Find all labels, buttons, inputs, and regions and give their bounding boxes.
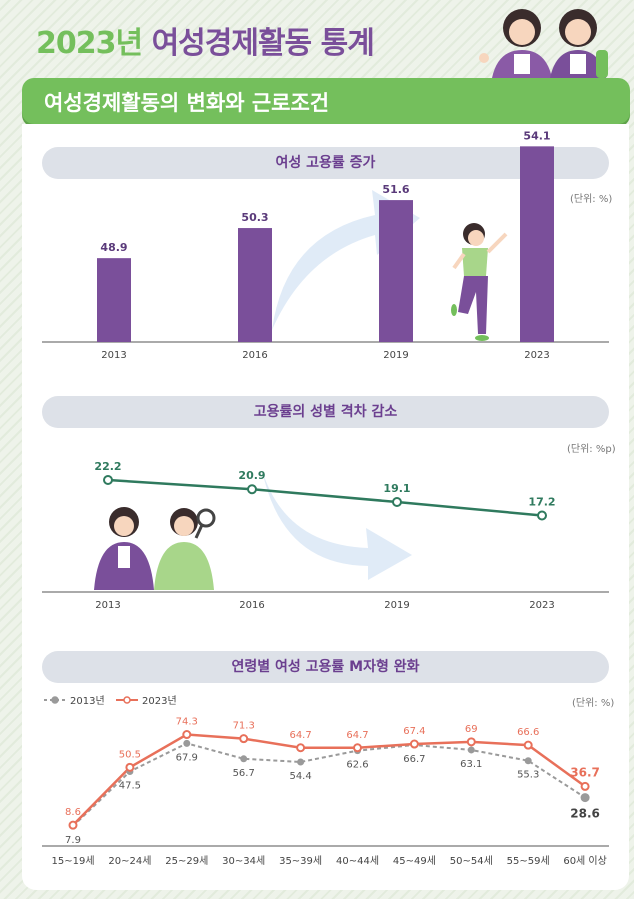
- chart2-unit: (단위: %p): [567, 444, 616, 455]
- gap-value-label: 17.2: [528, 496, 555, 509]
- chart2-title: 고용률의 성별 격차 감소: [42, 396, 609, 428]
- gap-value-label: 22.2: [94, 460, 121, 473]
- series-2023-point: [68, 820, 78, 830]
- series-2023-point: [296, 743, 306, 753]
- legend-label: 2013년: [70, 695, 105, 707]
- series-2013-point: [183, 739, 191, 747]
- bar-tick-label: 2016: [242, 350, 267, 361]
- series-2013-point: [580, 793, 590, 803]
- series-2023-value: 50.5: [119, 749, 141, 760]
- gap-point: [247, 484, 257, 495]
- falling-arrow-icon: [262, 470, 412, 580]
- chart3-unit: (단위: %): [572, 698, 615, 709]
- gap-tick-label: 2013: [95, 600, 120, 611]
- woman-pointing-illustration: [451, 223, 508, 341]
- series-2023-value: 71.3: [233, 721, 255, 732]
- series-2023-point: [523, 740, 533, 750]
- series-2023-point: [353, 743, 362, 753]
- series-2023-point: [125, 762, 135, 772]
- gap-value-label: 20.9: [238, 469, 265, 482]
- chart3-title: 연령별 여성 고용률 M자형 완화: [42, 651, 609, 683]
- bar-2016: [238, 228, 272, 342]
- title-year: 2023년: [36, 26, 143, 61]
- series-2023-value: 66.6: [517, 727, 539, 738]
- gap-value-label: 19.1: [383, 482, 410, 495]
- bar-2019: [379, 200, 413, 342]
- series-2013-point: [524, 757, 532, 765]
- bar-tick-label: 2013: [101, 350, 126, 361]
- series-2013-value: 47.5: [119, 780, 141, 791]
- age-line-chart: 2013년 2023년 15~19세 20~24세 25~29세 30~34세 35~39세…: [42, 695, 609, 867]
- gap-point: [103, 475, 113, 485]
- series-2023-point: [466, 737, 476, 747]
- gap-tick-label: 2016: [239, 600, 264, 611]
- age-tick-label: 40~44세: [336, 855, 379, 867]
- series-2023-value: 69: [465, 724, 478, 735]
- chart1-unit: (단위: %): [570, 194, 613, 205]
- series-2013-point: [297, 758, 305, 766]
- series-2013-value: 66.7: [403, 754, 425, 765]
- series-2013-value: 54.4: [289, 771, 311, 782]
- bar-value-label: 48.9: [100, 241, 127, 254]
- series-2013-point: [467, 746, 475, 754]
- age-tick-label: 45~49세: [393, 855, 436, 867]
- series-2023-value: 64.7: [346, 730, 368, 741]
- series-2013-value: 7.9: [65, 835, 81, 846]
- age-tick-label: 35~39세: [279, 855, 322, 867]
- series-2013-value: 28.6: [570, 807, 600, 821]
- gap-tick-label: 2019: [384, 600, 409, 611]
- chart1-title: 여성 고용률 증가: [42, 147, 609, 179]
- gap-series-line: [107, 478, 543, 517]
- legend-marker: [123, 696, 131, 704]
- series-2013-value: 63.1: [460, 759, 482, 770]
- age-tick-label: 20~24세: [108, 855, 151, 867]
- women-magnifier-illustration: [94, 507, 216, 590]
- series-2013-value: 62.6: [346, 760, 368, 771]
- legend-marker: [51, 696, 59, 704]
- gap-point: [392, 497, 402, 508]
- gap-line-chart: 22.2 2013 20.9 2016 19.1 2019 17.2 2023: [42, 460, 609, 611]
- series-2013-line: [72, 742, 586, 827]
- section-banner: 여성경제활동의 변화와 근로조건: [22, 78, 630, 124]
- series-2013-point: [240, 755, 248, 763]
- bar-tick-label: 2019: [383, 350, 408, 361]
- series-2023-value: 36.7: [570, 765, 600, 779]
- series-2023-point: [409, 739, 419, 749]
- bar-2023: [520, 146, 554, 342]
- series-2013-value: 56.7: [233, 768, 255, 779]
- age-tick-label: 60세 이상: [563, 855, 607, 867]
- bar-tick-label: 2023: [524, 350, 549, 361]
- bar-2013: [97, 258, 131, 342]
- age-tick-label: 50~54세: [450, 855, 493, 867]
- age-tick-label: 30~34세: [222, 855, 265, 867]
- series-2023-line: [72, 733, 586, 827]
- series-2023-value: 64.7: [289, 730, 311, 741]
- bar-value-label: 50.3: [241, 211, 268, 224]
- series-2013-value: 67.9: [176, 752, 198, 763]
- age-tick-label: 55~59세: [507, 855, 550, 867]
- series-2023-point: [182, 730, 192, 740]
- gap-point: [537, 510, 547, 521]
- bar-value-label: 54.1: [523, 129, 550, 142]
- gap-tick-label: 2023: [529, 600, 554, 611]
- legend-label: 2023년: [142, 695, 177, 707]
- series-2023-value: 67.4: [403, 726, 425, 737]
- age-tick-label: 25~29세: [165, 855, 208, 867]
- age-tick-label: 15~19세: [51, 855, 94, 867]
- banner-text: 여성경제활동의 변화와 근로조건: [44, 91, 330, 115]
- series-2023-point: [580, 781, 590, 791]
- series-2023-point: [239, 734, 249, 744]
- series-2023-value: 8.6: [65, 807, 81, 818]
- series-2013-value: 55.3: [517, 770, 539, 781]
- series-2023-value: 74.3: [176, 717, 198, 728]
- page-title: 2023년 여성경제활동 통계: [36, 18, 375, 62]
- title-text: 여성경제활동 통계: [151, 26, 375, 61]
- bar-chart: 48.9 2013 50.3 2016 51.6 2019 54.1 2023: [42, 129, 609, 361]
- bar-value-label: 51.6: [382, 183, 409, 196]
